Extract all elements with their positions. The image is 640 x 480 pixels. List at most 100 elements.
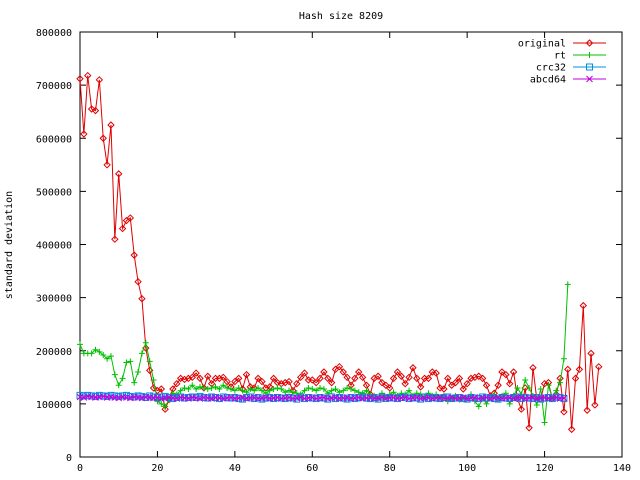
data-point	[138, 394, 146, 402]
data-point	[378, 394, 386, 401]
data-point	[258, 377, 266, 386]
data-point	[135, 369, 142, 375]
data-point	[374, 372, 382, 380]
data-point	[409, 364, 417, 372]
data-point	[146, 358, 153, 365]
data-point	[517, 394, 525, 401]
data-point	[537, 386, 544, 392]
y-axis-label: standard deviation	[4, 191, 15, 299]
data-point	[185, 395, 192, 402]
data-point	[560, 408, 568, 416]
data-point	[250, 394, 258, 401]
y-tick-label: 400000	[36, 241, 72, 252]
data-point	[111, 371, 118, 378]
data-point	[278, 386, 285, 392]
data-point	[401, 379, 409, 388]
x-tick-label: 120	[536, 463, 554, 474]
data-point	[215, 374, 224, 383]
data-point	[274, 394, 281, 401]
data-point	[475, 372, 483, 380]
data-point	[317, 384, 324, 391]
data-point	[571, 374, 580, 383]
data-point	[393, 368, 402, 376]
data-point	[436, 394, 444, 401]
data-point	[254, 374, 262, 383]
data-point	[115, 394, 123, 402]
data-point	[138, 294, 146, 303]
data-point	[320, 368, 328, 376]
data-point	[358, 373, 367, 382]
data-point	[122, 391, 130, 399]
data-point	[471, 394, 479, 401]
data-point	[343, 373, 351, 382]
data-point	[585, 39, 594, 47]
data-point	[266, 387, 273, 394]
data-point	[320, 394, 328, 401]
data-point	[223, 377, 231, 386]
data-point	[142, 339, 149, 346]
data-point	[103, 161, 111, 169]
data-point	[390, 394, 397, 401]
data-point	[188, 373, 196, 382]
data-point	[483, 400, 490, 407]
data-point	[258, 387, 265, 394]
data-point	[344, 384, 351, 391]
data-point	[176, 374, 185, 383]
data-point	[76, 391, 84, 399]
data-point	[320, 386, 327, 392]
data-point	[255, 384, 262, 391]
data-point	[231, 387, 238, 394]
data-point	[296, 373, 305, 382]
data-point	[436, 384, 444, 392]
data-point	[185, 386, 192, 392]
data-point	[189, 382, 196, 389]
y-tick-label: 700000	[36, 81, 72, 92]
data-point	[467, 374, 475, 383]
data-point	[282, 389, 289, 396]
data-point	[204, 372, 212, 380]
data-point	[586, 63, 593, 71]
data-point	[587, 349, 595, 358]
data-point	[579, 301, 587, 310]
data-point	[88, 350, 95, 357]
data-point	[181, 384, 188, 391]
data-point	[514, 384, 521, 391]
data-point	[227, 386, 234, 392]
data-point	[564, 281, 571, 288]
data-point	[448, 394, 456, 401]
data-point	[281, 378, 289, 387]
data-point	[308, 376, 316, 384]
data-point	[552, 394, 560, 401]
data-point	[208, 395, 215, 402]
data-point	[100, 352, 107, 358]
data-point	[301, 387, 308, 394]
y-tick-label: 100000	[36, 400, 72, 411]
data-point	[525, 424, 533, 432]
data-point	[235, 374, 243, 383]
data-point	[149, 384, 158, 392]
data-point	[220, 382, 227, 389]
data-point	[455, 374, 464, 383]
data-point	[193, 386, 200, 392]
data-point	[483, 394, 490, 401]
data-point	[560, 394, 568, 402]
data-point	[107, 121, 115, 129]
data-point	[127, 358, 134, 365]
data-point	[591, 401, 599, 409]
data-point	[506, 379, 514, 388]
data-point	[212, 383, 219, 390]
data-point	[84, 71, 92, 80]
data-point	[575, 365, 584, 374]
data-point	[99, 134, 107, 142]
data-point	[95, 76, 104, 84]
data-point	[87, 105, 96, 113]
data-point	[398, 390, 405, 397]
data-point	[432, 369, 440, 377]
data-point	[84, 391, 92, 399]
data-point	[126, 214, 135, 222]
data-point	[540, 379, 549, 388]
data-point	[300, 369, 309, 377]
data-point	[335, 362, 344, 371]
data-point	[390, 389, 397, 396]
